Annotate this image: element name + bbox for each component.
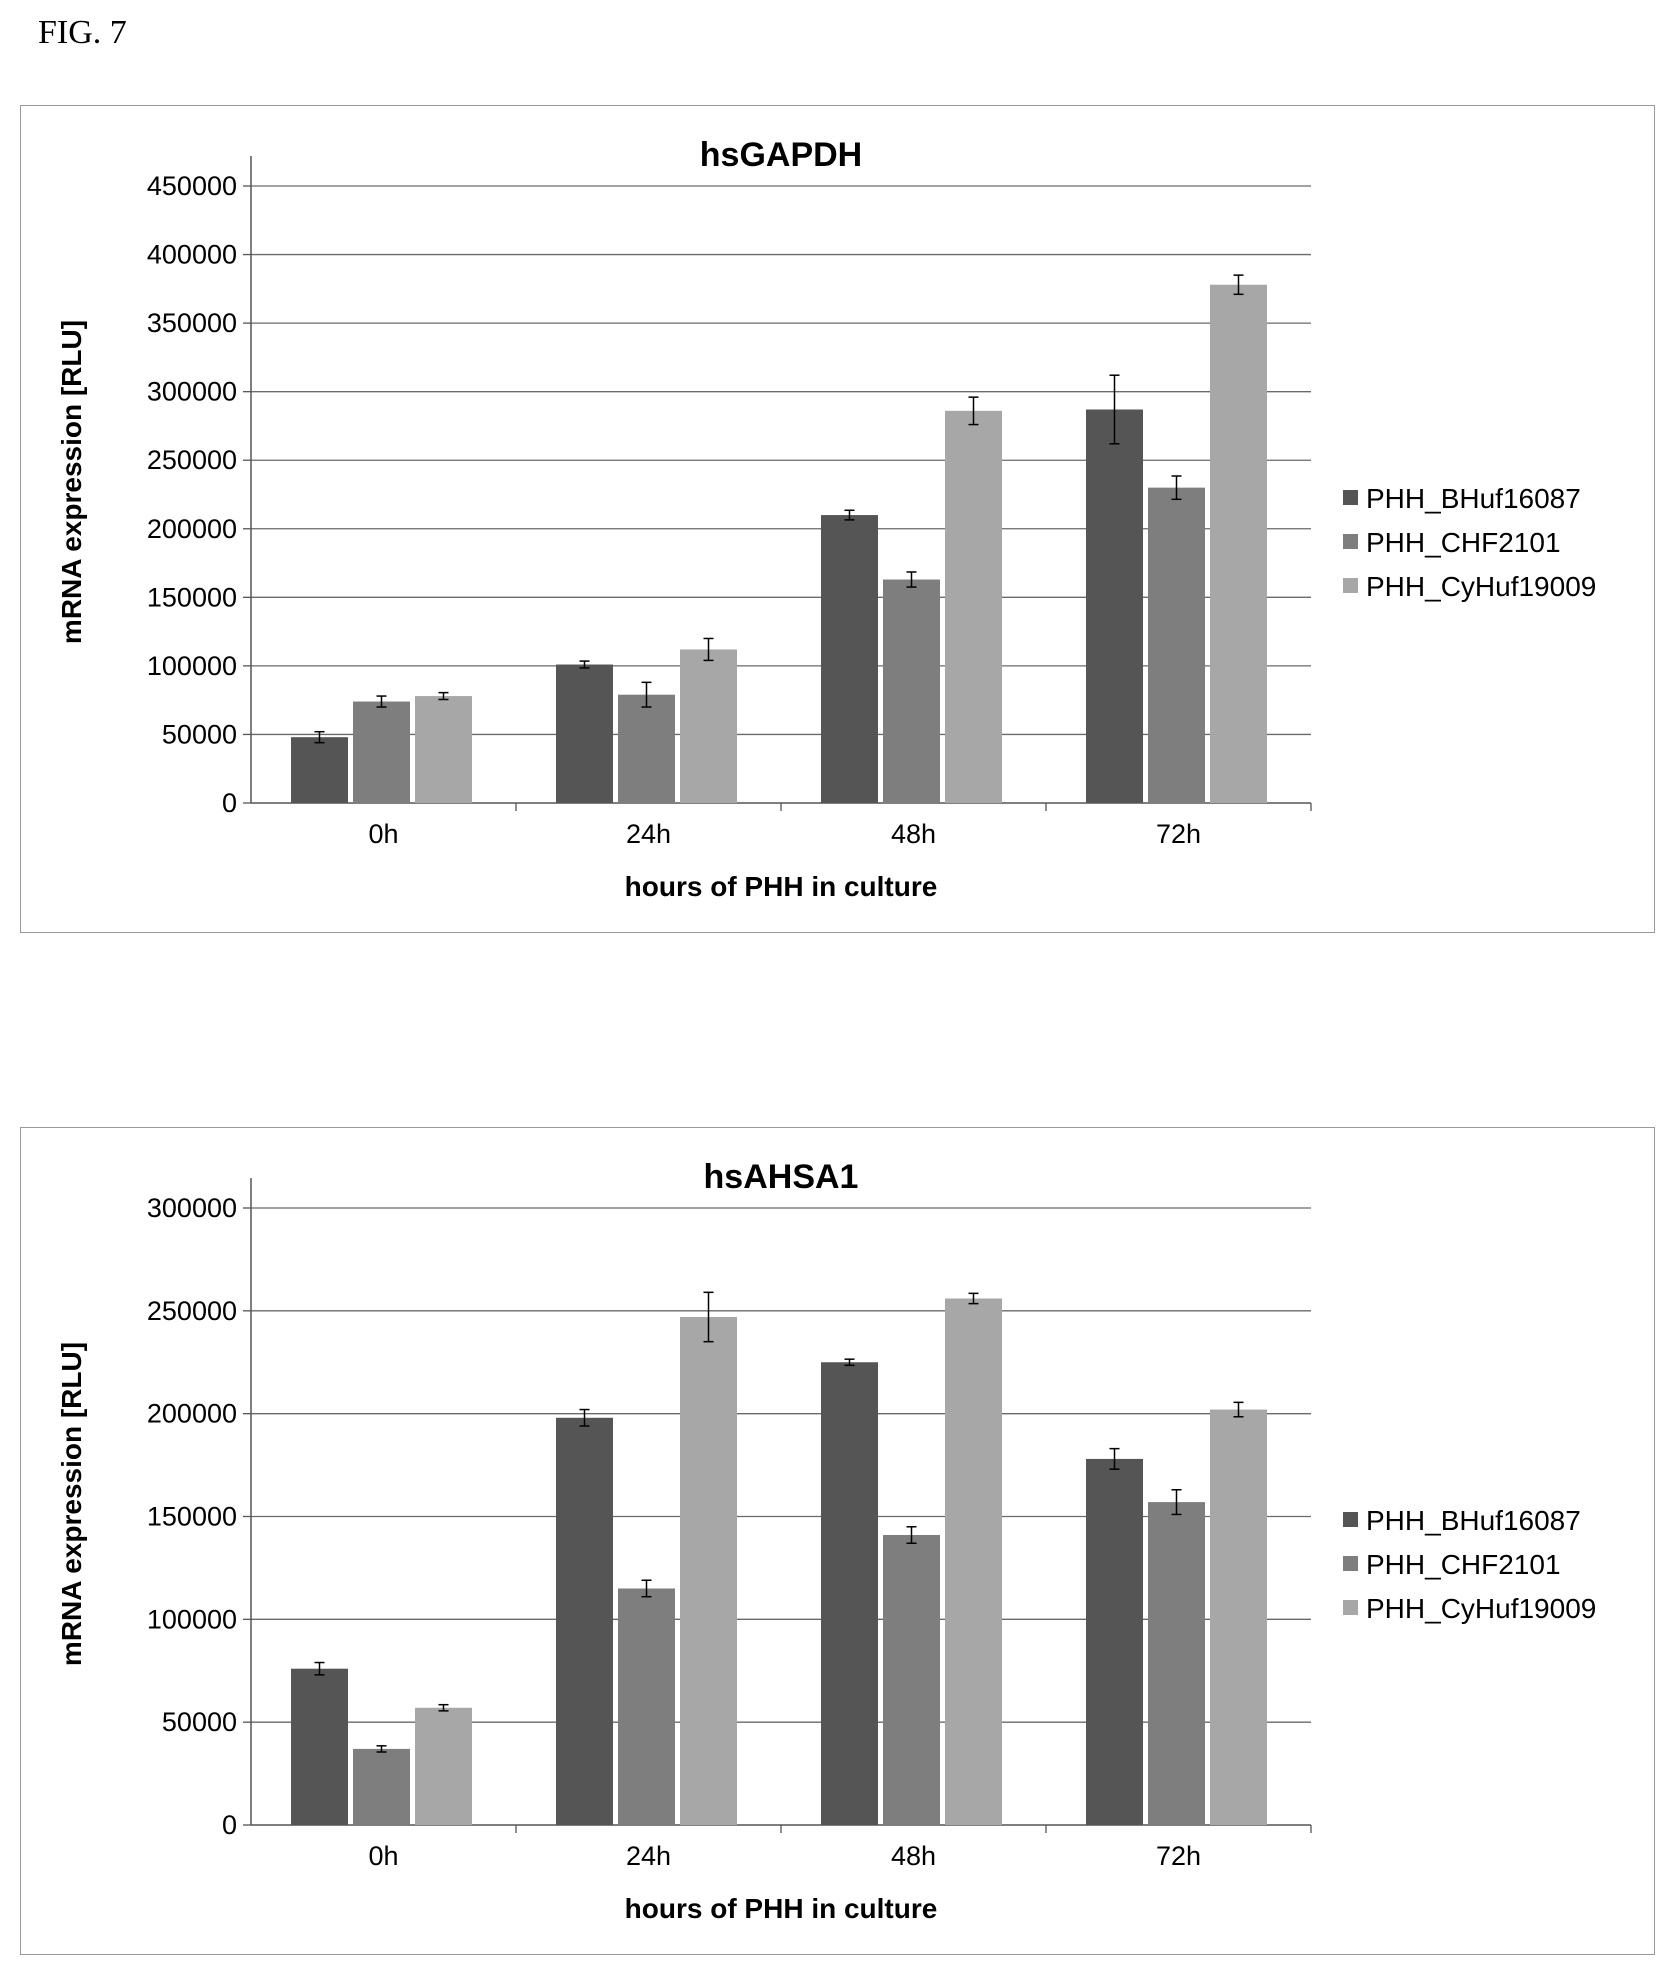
y-tick-label: 200000 <box>147 514 237 544</box>
x-axis-label: hours of PHH in culture <box>625 871 938 902</box>
y-axis-label: mRNA expression [RLU] <box>56 1342 87 1666</box>
y-axis-label: mRNA expression [RLU] <box>56 320 87 644</box>
y-tick-label: 400000 <box>147 240 237 270</box>
chart-title: hsGAPDH <box>700 136 862 174</box>
y-tick-label: 150000 <box>147 582 237 612</box>
x-tick-label: 48h <box>891 819 936 849</box>
chart-frame-ahsa1: hsAHSA1 0 50000 100000 150000 200000 250000 300… <box>20 1127 1655 1955</box>
legend-label: PHH_BHuf16087 <box>1366 1505 1581 1536</box>
bar <box>1210 284 1267 804</box>
bar <box>945 410 1002 803</box>
chart-gapdh: hsGAPDH 0 50000 100000 150000 200000 250000 300… <box>56 136 1596 902</box>
y-tick-label: 450000 <box>147 171 237 201</box>
legend-label: PHH_CHF2101 <box>1366 1549 1561 1580</box>
y-tick-label: 100000 <box>147 651 237 681</box>
x-tick-label: 48h <box>891 1841 936 1871</box>
y-tick-label: 50000 <box>162 719 237 749</box>
bar <box>945 1298 1002 1825</box>
y-tick-label: 350000 <box>147 308 237 338</box>
bar <box>556 1417 613 1825</box>
x-tick-label: 0h <box>368 1841 398 1871</box>
x-tick-label: 72h <box>1156 1841 1201 1871</box>
bar <box>618 1588 675 1825</box>
legend-swatch <box>1343 490 1358 505</box>
legend-swatch <box>1343 1600 1358 1615</box>
x-axis-label: hours of PHH in culture <box>625 1893 938 1924</box>
x-tick-label: 24h <box>626 1841 671 1871</box>
figure-label: FIG. 7 <box>38 14 127 51</box>
bar <box>680 649 737 803</box>
legend-label: PHH_CyHuf19009 <box>1366 571 1596 602</box>
y-tick-label: 100000 <box>147 1604 237 1634</box>
legend-label: PHH_CyHuf19009 <box>1366 1593 1596 1624</box>
chart-title: hsAHSA1 <box>704 1158 859 1196</box>
bar <box>1086 409 1143 803</box>
y-tick-label: 0 <box>222 1810 237 1840</box>
y-tick-label: 50000 <box>162 1707 237 1737</box>
y-tick-label: 300000 <box>147 377 237 407</box>
x-tick-label: 0h <box>368 819 398 849</box>
bar <box>680 1317 737 1825</box>
bar <box>618 694 675 803</box>
legend-swatch <box>1343 1512 1358 1527</box>
bar <box>1210 1409 1267 1825</box>
chart-frame-gapdh: hsGAPDH 0 50000 100000 150000 200000 250000 300… <box>20 105 1655 933</box>
x-tick-label: 72h <box>1156 819 1201 849</box>
y-tick-label: 150000 <box>147 1502 237 1532</box>
y-tick-label: 250000 <box>147 445 237 475</box>
bar <box>883 1535 940 1825</box>
y-tick-label: 200000 <box>147 1399 237 1429</box>
chart-ahsa1: hsAHSA1 0 50000 100000 150000 200000 250000 300… <box>56 1158 1596 1924</box>
bar <box>353 701 410 803</box>
bar <box>1148 1502 1205 1825</box>
legend-swatch <box>1343 1556 1358 1571</box>
bar <box>415 1707 472 1825</box>
y-tick-label: 0 <box>222 788 237 818</box>
y-tick-label: 250000 <box>147 1296 237 1326</box>
bar <box>556 664 613 803</box>
bar <box>1148 487 1205 803</box>
bar <box>415 696 472 803</box>
bar <box>821 515 878 803</box>
bar <box>291 1668 348 1825</box>
legend-label: PHH_BHuf16087 <box>1366 483 1581 514</box>
x-tick-label: 24h <box>626 819 671 849</box>
bar <box>353 1748 410 1825</box>
bar <box>291 737 348 803</box>
y-tick-label: 300000 <box>147 1193 237 1223</box>
bar <box>883 579 940 803</box>
legend-label: PHH_CHF2101 <box>1366 527 1561 558</box>
bar <box>821 1362 878 1825</box>
legend-swatch <box>1343 578 1358 593</box>
legend-swatch <box>1343 534 1358 549</box>
bar <box>1086 1458 1143 1825</box>
